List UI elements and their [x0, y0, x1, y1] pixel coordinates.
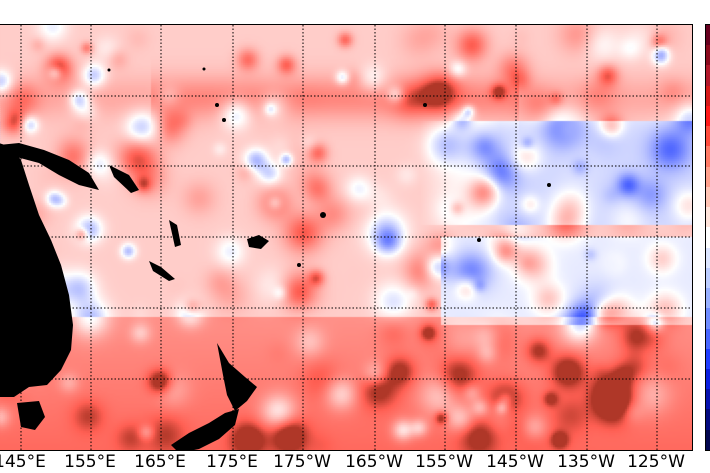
colorbar-segment	[706, 247, 710, 268]
colorbar-segment	[706, 65, 710, 86]
new-zealand-south	[171, 409, 239, 450]
graticule	[0, 25, 692, 450]
lon-label: 165°E	[134, 452, 186, 472]
lon-label: 135°W	[557, 452, 615, 472]
map-plot-area	[0, 24, 693, 451]
colorbar-segment	[706, 85, 710, 106]
colorbar-segment	[706, 288, 710, 309]
solomon-islands	[109, 165, 139, 193]
new-zealand-north	[217, 343, 257, 411]
colorbar-segment	[706, 126, 710, 147]
lon-label: 155°W	[415, 452, 473, 472]
colorbar-segment	[706, 227, 710, 248]
colorbar-segment	[706, 207, 710, 228]
new-caledonia	[149, 261, 175, 281]
vanuatu	[169, 220, 181, 247]
colorbar-segment	[706, 186, 710, 208]
lon-label: 155°E	[64, 452, 116, 472]
fiji	[247, 235, 269, 249]
colorbar-segment	[706, 166, 710, 187]
colorbar-segment	[706, 348, 710, 369]
colorbar-segment	[706, 389, 710, 410]
colorbar-segment	[706, 308, 710, 329]
colorbar-segment	[706, 146, 710, 167]
landmasses	[0, 67, 551, 450]
colorbar-segment	[706, 328, 710, 349]
lon-label: 175°W	[273, 452, 331, 472]
colorbar-segment	[706, 267, 710, 289]
tasmania	[17, 401, 45, 430]
colorbar-segment	[706, 368, 710, 390]
colorbar-segment	[706, 25, 710, 46]
lon-label: 175°E	[206, 452, 258, 472]
colorbar	[705, 24, 710, 451]
australia	[0, 143, 73, 397]
lon-label: 165°W	[345, 452, 403, 472]
colorbar-segment	[706, 409, 710, 430]
lon-label: 145°W	[486, 452, 544, 472]
colorbar-segment	[706, 45, 710, 66]
lon-label: 145°E	[0, 452, 46, 472]
lon-label: 125°W	[627, 452, 685, 472]
map-overlay	[0, 25, 692, 450]
colorbar-segment	[706, 105, 710, 127]
colorbar-segment	[706, 429, 710, 450]
